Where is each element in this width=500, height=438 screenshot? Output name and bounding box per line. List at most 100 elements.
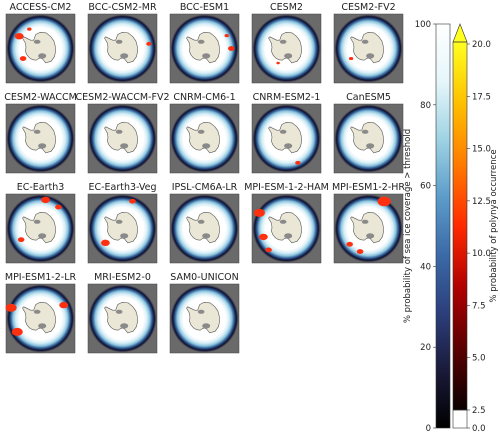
antarctica-land bbox=[186, 211, 220, 244]
panel: ACCESS-CM2 bbox=[5, 2, 76, 84]
antarctica-land bbox=[22, 31, 56, 64]
antarctica-land bbox=[186, 31, 220, 64]
panel: CESM2-FV2 bbox=[333, 2, 404, 84]
ronne-ice-shelf bbox=[279, 219, 287, 224]
ronne-ice-shelf bbox=[279, 39, 287, 44]
panel-title: IPSL-CM6A-LR bbox=[172, 182, 238, 193]
panel: IPSL-CM6A-LR bbox=[169, 182, 240, 264]
ross-ice-shelf bbox=[120, 53, 129, 59]
ross-ice-shelf bbox=[284, 233, 293, 239]
polynya-patch bbox=[59, 301, 69, 309]
sea-ice-colorbar: 0 20 40 60 80 100 % probability of sea ice cov… bbox=[403, 20, 451, 434]
polynya-patch bbox=[11, 327, 23, 336]
antarctica-land bbox=[22, 121, 56, 154]
ronne-ice-shelf bbox=[115, 309, 123, 314]
panel-title: MPI-ESM1-2-HR bbox=[332, 182, 405, 193]
ross-ice-shelf bbox=[38, 143, 47, 149]
ronne-ice-shelf bbox=[115, 129, 123, 134]
polynya-tick-label: 20.0 bbox=[472, 40, 491, 50]
antarctica-land bbox=[104, 31, 138, 64]
ross-ice-shelf bbox=[202, 143, 211, 149]
ross-ice-shelf bbox=[120, 233, 129, 239]
polynya-colorbar-label: % probability of polynya occurrence bbox=[489, 149, 499, 302]
ross-ice-shelf bbox=[284, 53, 293, 59]
polynya-tick-label: 0.0 bbox=[472, 424, 486, 434]
sea-ice-tick-label: 40 bbox=[420, 262, 431, 272]
panel: MPI-ESM1-2-LR bbox=[5, 272, 77, 354]
ronne-ice-shelf bbox=[361, 129, 369, 134]
panel: MPI-ESM1-2-HR bbox=[332, 182, 405, 264]
panel-title: ACCESS-CM2 bbox=[10, 2, 72, 13]
ronne-ice-shelf bbox=[115, 219, 123, 224]
polynya-patch bbox=[228, 46, 235, 51]
panel-title: EC-Earth3 bbox=[17, 182, 65, 193]
panel-title: CESM2 bbox=[270, 2, 303, 13]
antarctica-land bbox=[22, 301, 56, 334]
polynya-patch bbox=[55, 204, 62, 210]
ronne-ice-shelf bbox=[197, 219, 205, 224]
polynya-patch bbox=[5, 303, 17, 312]
ross-ice-shelf bbox=[284, 143, 293, 149]
ross-ice-shelf bbox=[38, 53, 47, 59]
polynya-patch bbox=[346, 241, 353, 247]
panel-title: CNRM-CM6-1 bbox=[173, 92, 235, 103]
polynya-patch bbox=[253, 208, 265, 217]
polynya-patch bbox=[100, 239, 110, 247]
ronne-ice-shelf bbox=[197, 129, 205, 134]
polynya-patch bbox=[19, 56, 27, 61]
panel: BCC-CSM2-MR bbox=[87, 2, 158, 84]
antarctica-land bbox=[350, 31, 384, 64]
colorbars: 0 20 40 60 80 100 % probability of sea ice cov… bbox=[403, 20, 499, 434]
ronne-ice-shelf bbox=[33, 39, 41, 44]
panel-title: CNRM-ESM2-1 bbox=[253, 92, 321, 103]
polynya-colorbar-frame bbox=[452, 41, 468, 411]
panel: CESM2 bbox=[251, 2, 322, 84]
panel: MRI-ESM2-0 bbox=[87, 272, 158, 354]
panel-title: SAM0-UNICON bbox=[170, 272, 238, 283]
panel-title: BCC-CSM2-MR bbox=[88, 2, 157, 13]
polynya-patch bbox=[27, 27, 32, 31]
sea-ice-colorbar-label: % probability of sea ice coverage > thre… bbox=[403, 129, 413, 323]
sea-ice-tick-label: 0 bbox=[426, 424, 431, 434]
polynya-patch bbox=[276, 61, 280, 65]
panel: CESM2-WACCM-FV2 bbox=[75, 92, 170, 174]
panel-title: CESM2-WACCM-FV2 bbox=[75, 92, 169, 103]
antarctica-land bbox=[350, 121, 384, 154]
panel: CNRM-CM6-1 bbox=[169, 92, 240, 174]
ross-ice-shelf bbox=[120, 323, 129, 329]
ronne-ice-shelf bbox=[33, 129, 41, 134]
polynya-patch bbox=[348, 56, 354, 61]
panel-title: MPI-ESM1-2-LR bbox=[5, 272, 77, 283]
antarctica-land bbox=[268, 121, 302, 154]
polynya-tick-label: 7.5 bbox=[472, 301, 486, 311]
panel: EC-Earth3 bbox=[5, 182, 76, 264]
ronne-ice-shelf bbox=[197, 309, 205, 314]
polynya-patch bbox=[295, 160, 301, 165]
polynya-patch bbox=[17, 237, 25, 243]
polynya-tick-label: 12.5 bbox=[472, 197, 491, 207]
panel-title: CESM2-WACCM bbox=[4, 92, 77, 103]
antarctica-land bbox=[104, 301, 138, 334]
polynya-extend-max-triangle bbox=[452, 23, 468, 43]
panel-title: CESM2-FV2 bbox=[341, 2, 395, 13]
polynya-patch bbox=[259, 233, 268, 241]
panel: MPI-ESM-1-2-HAM bbox=[244, 182, 329, 264]
sea-ice-tick-label: 60 bbox=[420, 182, 431, 192]
panel: BCC-ESM1 bbox=[169, 2, 240, 84]
ronne-ice-shelf bbox=[361, 39, 369, 44]
polynya-patch bbox=[146, 41, 152, 46]
ronne-ice-shelf bbox=[197, 39, 205, 44]
ross-ice-shelf bbox=[38, 323, 47, 329]
antarctica-land bbox=[186, 121, 220, 154]
panel-grid: ACCESS-CM2 BCC-CSM2-MR BCC-ESM1 CESM2 CESM2-… bbox=[4, 2, 405, 354]
ronne-ice-shelf bbox=[33, 309, 41, 314]
ronne-ice-shelf bbox=[361, 219, 369, 224]
ross-ice-shelf bbox=[366, 143, 375, 149]
sea-ice-tick-label: 20 bbox=[420, 343, 431, 353]
panel: CanESM5 bbox=[333, 92, 404, 174]
panel-title: MRI-ESM2-0 bbox=[94, 272, 151, 283]
polynya-patch bbox=[41, 196, 50, 204]
antarctica-land bbox=[22, 211, 56, 244]
sea-ice-tick-label: 80 bbox=[420, 101, 431, 111]
